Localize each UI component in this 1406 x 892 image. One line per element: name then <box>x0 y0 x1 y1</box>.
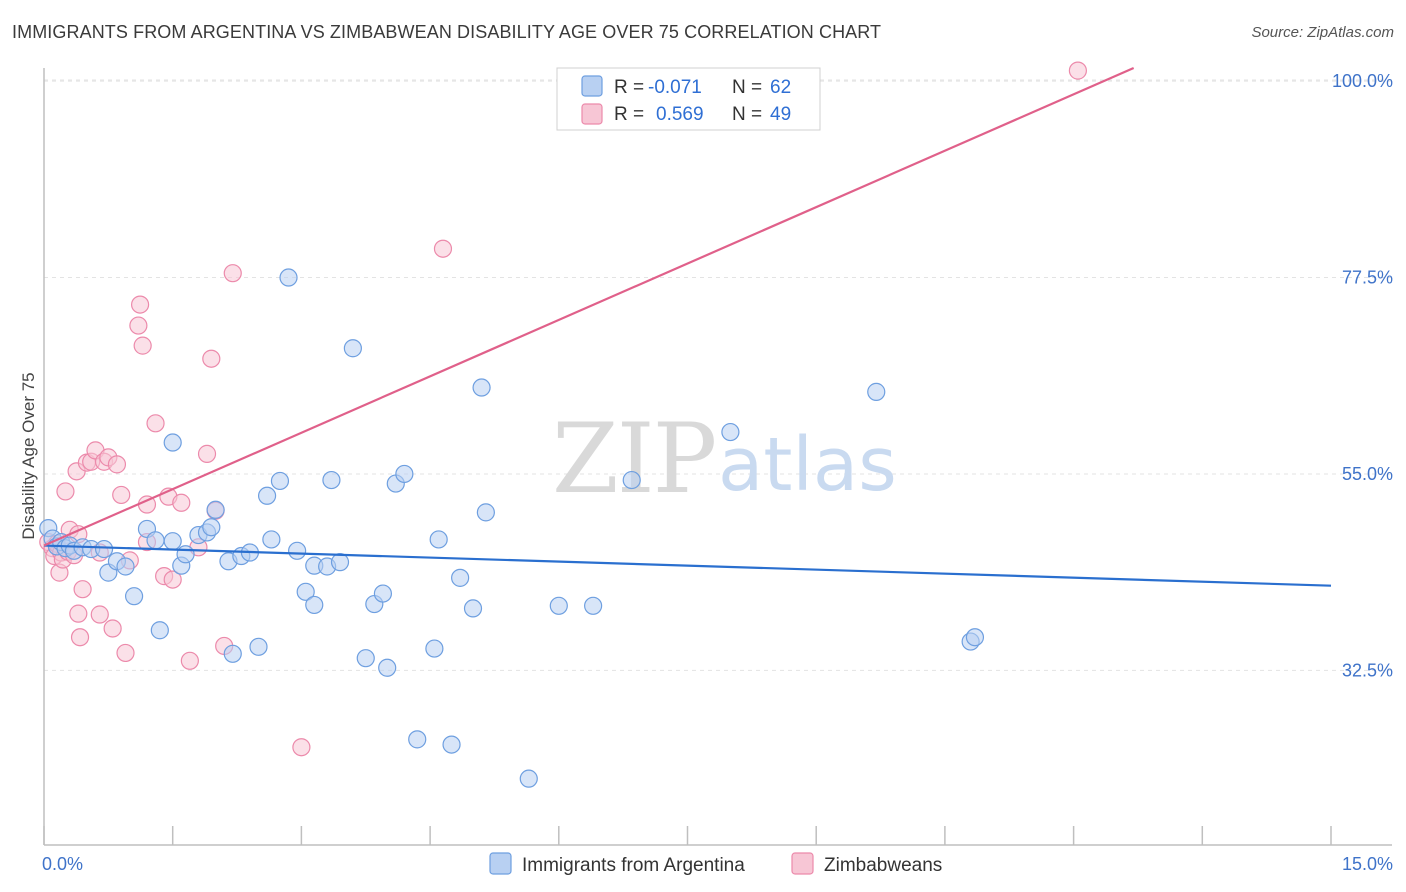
x-tick-label: 15.0% <box>1342 854 1393 874</box>
argentina-point <box>202 518 221 537</box>
argentina-point <box>965 628 985 647</box>
y-tick-label: 100.0% <box>1332 71 1393 91</box>
zimbabwean-point <box>112 485 131 505</box>
argentina-point <box>378 658 397 677</box>
argentina-point <box>116 557 135 576</box>
argentina-trend-line <box>43 544 1332 587</box>
zimbabwean-point <box>180 651 199 670</box>
trend-lines <box>43 66 1332 587</box>
legend-r-value: 0.569 <box>656 104 704 125</box>
argentina-point <box>223 644 242 663</box>
watermark-atlas: atlas <box>718 422 897 508</box>
zimbabwean-point <box>223 264 242 283</box>
y-tick-label: 77.5% <box>1342 268 1393 288</box>
zimbabwean-point <box>130 295 150 314</box>
legend-r-value: -0.071 <box>648 77 702 98</box>
y-tick-label: 32.5% <box>1342 660 1393 680</box>
zimbabwean-point <box>69 604 88 623</box>
axis-layer <box>43 68 1392 846</box>
argentina-point <box>549 596 568 615</box>
legend-r-label: R = <box>614 104 644 125</box>
argentina-point <box>279 268 298 287</box>
zimbabwean-point <box>197 444 217 463</box>
argentina-point <box>519 769 538 788</box>
legend-n-label: N = <box>732 104 762 125</box>
zimbabwean-point <box>146 414 165 433</box>
bottom-legend-label-zimbabweans: Zimbabweans <box>824 855 942 876</box>
argentina-point <box>429 530 448 549</box>
legend-swatch-blue <box>581 75 603 97</box>
legend-r-label: R = <box>614 77 644 98</box>
argentina-point <box>476 503 495 522</box>
bottom-legend-swatch-pink <box>791 852 814 875</box>
argentina-point <box>206 500 225 519</box>
y-tick-label: 55.0% <box>1342 464 1393 484</box>
tick-labels: 32.5% 55.0% 77.5% 100.0% 0.0% 15.0% <box>42 71 1393 874</box>
argentina-point <box>322 470 341 490</box>
argentina-point <box>867 382 886 401</box>
argentina-point <box>150 621 169 640</box>
chart-title: IMMIGRANTS FROM ARGENTINA VS ZIMBABWEAN … <box>12 22 882 42</box>
bottom-legend-label-argentina: Immigrants from Argentina <box>522 855 745 876</box>
zimbabwean-trend-line <box>43 66 1135 547</box>
legend-n-value: 62 <box>770 77 791 98</box>
argentina-point <box>146 531 165 550</box>
series-zimbabweans <box>39 61 1087 757</box>
zimbabwean-point <box>133 336 152 355</box>
zimbabwean-point <box>73 580 92 599</box>
zimbabwean-point <box>129 316 148 335</box>
bottom-legend: Immigrants from Argentina Zimbabweans <box>489 852 942 876</box>
argentina-point <box>584 596 603 615</box>
argentina-point <box>163 532 182 551</box>
zimbabwean-point <box>90 605 109 624</box>
legend-swatch-pink <box>581 103 603 125</box>
argentina-point <box>408 730 427 749</box>
watermark: ZIP atlas <box>552 403 897 515</box>
argentina-point <box>124 587 144 606</box>
zimbabwean-point <box>163 570 182 589</box>
zimbabwean-point <box>107 455 127 474</box>
argentina-point <box>296 582 315 601</box>
argentina-point <box>622 470 641 490</box>
legend-box: R = -0.071 N = 62 R = 0.569 N = 49 <box>556 67 821 131</box>
argentina-point <box>463 599 483 618</box>
zimbabwean-point <box>292 738 311 757</box>
argentina-point <box>373 584 393 603</box>
argentina-point <box>356 649 375 668</box>
argentina-point <box>94 539 114 559</box>
argentina-point <box>472 378 491 397</box>
argentina-point <box>257 486 277 505</box>
argentina-point <box>305 595 324 615</box>
argentina-point <box>442 735 461 754</box>
bottom-legend-swatch-blue <box>489 852 512 875</box>
series-argentina <box>39 268 985 788</box>
argentina-point <box>425 639 444 658</box>
zimbabwean-point <box>433 239 453 258</box>
legend-n-label: N = <box>732 77 762 98</box>
argentina-point <box>343 339 362 358</box>
source-label: Source: ZipAtlas.com <box>1251 24 1394 41</box>
y-axis-title: Disability Age Over 75 <box>19 372 38 539</box>
argentina-point <box>249 637 268 656</box>
watermark-zip: ZIP <box>552 403 715 515</box>
legend-n-value: 49 <box>770 104 791 125</box>
argentina-point <box>176 545 195 564</box>
zimbabwean-point <box>172 493 191 512</box>
argentina-point <box>270 471 290 491</box>
zimbabwean-point <box>103 619 122 638</box>
argentina-point <box>288 541 307 560</box>
zimbabwean-point <box>56 482 75 501</box>
argentina-point <box>330 553 350 572</box>
argentina-point <box>451 568 470 587</box>
argentina-point <box>395 464 414 484</box>
zimbabwean-point <box>70 628 90 647</box>
argentina-point <box>163 433 182 452</box>
zimbabwean-point <box>202 349 221 368</box>
zimbabwean-point <box>1068 61 1087 80</box>
argentina-point <box>721 422 740 442</box>
argentina-point <box>262 530 281 549</box>
x-tick-label: 0.0% <box>42 854 83 874</box>
zimbabwean-point <box>116 643 135 663</box>
